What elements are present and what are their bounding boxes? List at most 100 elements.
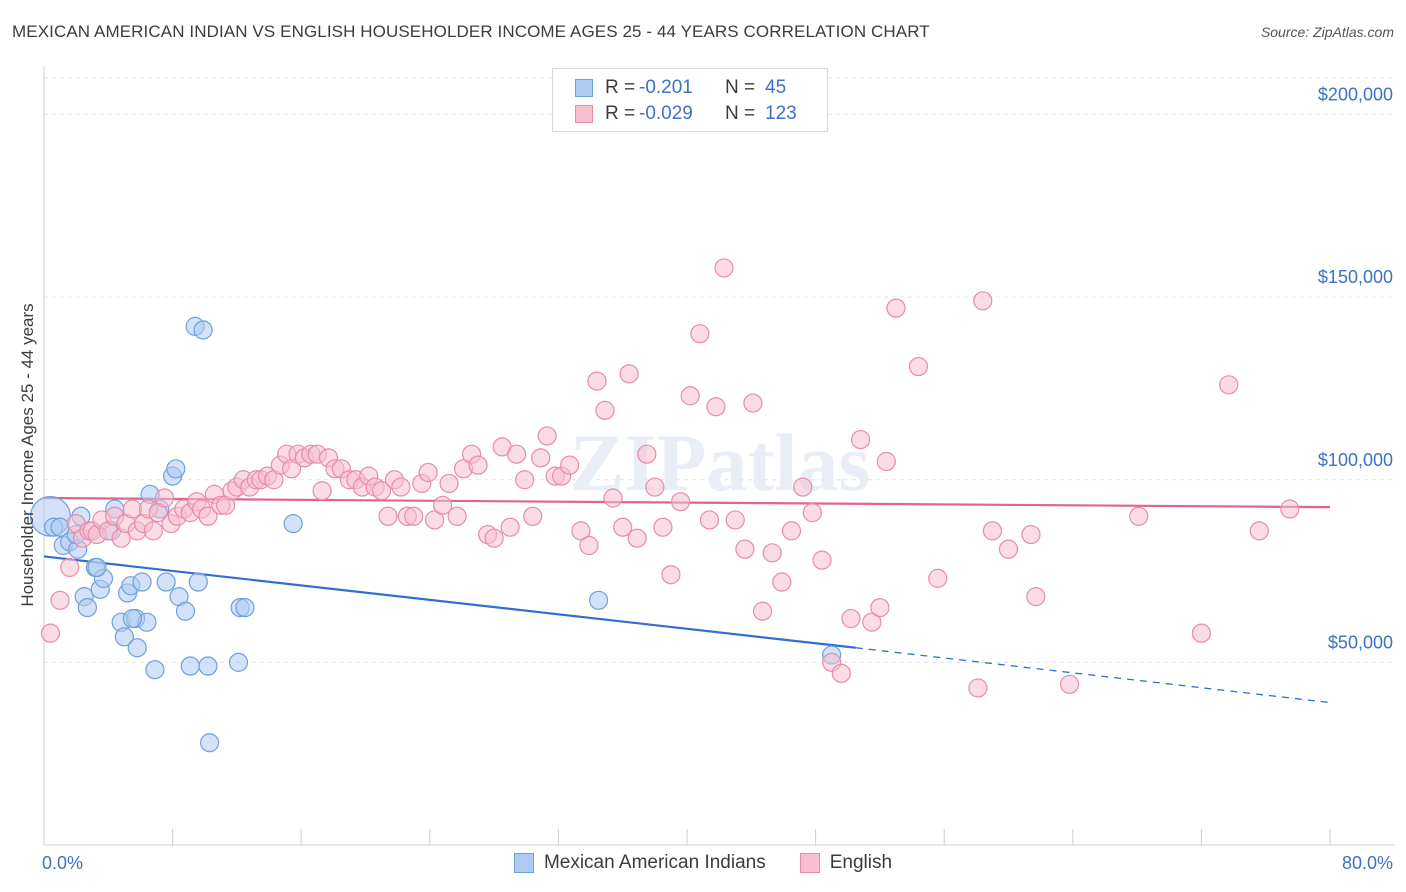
data-point bbox=[537, 426, 557, 446]
data-point bbox=[404, 506, 424, 526]
data-point bbox=[531, 448, 551, 468]
data-point bbox=[199, 733, 220, 753]
data-point bbox=[1249, 521, 1269, 541]
data-point bbox=[500, 517, 520, 537]
data-point bbox=[851, 429, 871, 450]
data-point bbox=[425, 510, 445, 530]
chart-title: MEXICAN AMERICAN INDIAN VS ENGLISH HOUSE… bbox=[12, 22, 930, 41]
data-point bbox=[235, 597, 255, 618]
legend-n-label: N = bbox=[725, 103, 756, 124]
data-point bbox=[735, 539, 755, 559]
data-point bbox=[653, 517, 673, 537]
data-point bbox=[122, 499, 143, 519]
legend-r-value: -0.201 bbox=[639, 77, 693, 98]
data-point bbox=[886, 298, 906, 318]
data-point bbox=[928, 568, 948, 588]
data-point bbox=[156, 572, 176, 592]
data-point bbox=[154, 488, 175, 508]
data-point bbox=[40, 623, 61, 643]
legend-row-mexican: R = -0.201 N = 45 bbox=[575, 76, 786, 100]
data-point bbox=[579, 535, 599, 556]
data-point bbox=[198, 506, 218, 526]
y-axis-label: Householder Income Ages 25 - 44 years bbox=[18, 303, 37, 606]
data-point bbox=[60, 557, 80, 578]
legend-r-label: R = bbox=[605, 103, 636, 124]
data-point bbox=[699, 510, 720, 530]
data-point bbox=[127, 638, 147, 658]
legend-n-value: 123 bbox=[765, 103, 797, 124]
axes bbox=[43, 66, 1395, 846]
data-point bbox=[180, 656, 200, 676]
data-point bbox=[588, 590, 609, 610]
x-tick-label: 0.0% bbox=[42, 853, 83, 873]
legend-r-label: R = bbox=[605, 77, 636, 98]
data-point bbox=[595, 400, 615, 420]
data-point bbox=[743, 393, 763, 413]
data-point bbox=[143, 521, 163, 541]
data-point bbox=[793, 477, 813, 497]
data-point bbox=[973, 291, 993, 311]
tick-labels: $50,000 $100,000 $150,000 $200,000 0.0% 80.0% bbox=[42, 85, 1393, 873]
data-point bbox=[433, 495, 453, 515]
data-point bbox=[998, 539, 1019, 559]
legend-item-english[interactable]: English bbox=[799, 852, 893, 874]
data-point bbox=[188, 572, 208, 592]
legend-row-english: R = -0.029 N = 123 bbox=[575, 102, 797, 126]
series-legend: Mexican American Indians English bbox=[0, 852, 1406, 874]
data-point bbox=[613, 517, 633, 537]
data-point bbox=[132, 572, 152, 592]
grid-lines bbox=[44, 77, 1395, 663]
data-point bbox=[670, 492, 691, 512]
data-point bbox=[283, 513, 303, 534]
data-point bbox=[145, 660, 165, 680]
data-point bbox=[371, 481, 392, 501]
data-point bbox=[1129, 506, 1149, 526]
data-point bbox=[1059, 674, 1080, 694]
data-point bbox=[391, 477, 411, 497]
data-point bbox=[619, 364, 639, 384]
data-point bbox=[122, 608, 143, 629]
data-point bbox=[114, 627, 134, 647]
data-point bbox=[841, 608, 861, 629]
data-point bbox=[50, 590, 70, 610]
data-point bbox=[1280, 499, 1300, 519]
data-point bbox=[781, 521, 802, 541]
data-point bbox=[1219, 375, 1239, 395]
data-point bbox=[166, 459, 186, 479]
data-point bbox=[802, 503, 822, 523]
data-point bbox=[862, 612, 882, 632]
y-tick-label: $100,000 bbox=[1318, 450, 1393, 470]
data-point bbox=[1026, 587, 1046, 607]
data-point bbox=[752, 601, 773, 621]
legend-label: Mexican American Indians bbox=[543, 852, 766, 873]
data-point bbox=[762, 543, 782, 563]
data-point bbox=[725, 510, 745, 530]
data-point bbox=[175, 601, 196, 621]
source-label: Source: ZipAtlas.com bbox=[1260, 24, 1394, 40]
correlation-legend: R = -0.201 N = 45 R = -0.029 N = 123 bbox=[552, 68, 828, 132]
data-point bbox=[77, 597, 98, 618]
data-point bbox=[603, 488, 623, 508]
legend-n-value: 45 bbox=[765, 77, 787, 98]
legend-swatch-english bbox=[799, 853, 820, 873]
legend-item-mexican-american-indians[interactable]: Mexican American Indians bbox=[513, 852, 766, 874]
data-point bbox=[418, 462, 438, 483]
series-mexican-american-indians bbox=[30, 316, 842, 753]
y-tick-label: $50,000 bbox=[1328, 632, 1393, 652]
data-point bbox=[228, 652, 249, 672]
y-tick-label: $200,000 bbox=[1318, 85, 1393, 105]
data-point bbox=[50, 517, 70, 537]
data-point bbox=[468, 455, 488, 475]
data-point bbox=[968, 678, 988, 698]
data-point bbox=[714, 258, 734, 278]
legend-label: English bbox=[829, 852, 893, 873]
data-point bbox=[690, 324, 710, 344]
data-points bbox=[30, 258, 1300, 753]
data-point bbox=[1191, 623, 1212, 643]
legend-swatch-mexican bbox=[513, 853, 534, 873]
legend-swatch-english bbox=[575, 105, 593, 123]
data-point bbox=[772, 572, 792, 592]
data-point bbox=[908, 356, 929, 377]
data-point bbox=[831, 663, 851, 683]
data-point bbox=[587, 371, 607, 391]
